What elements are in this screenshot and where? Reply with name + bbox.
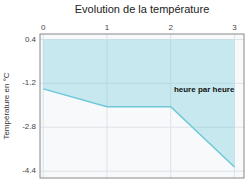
y-grid-line [40, 171, 244, 172]
marks [43, 39, 234, 167]
y-tick-label: 0.4 [25, 35, 37, 44]
x-tick-label: 1 [105, 23, 110, 32]
area [43, 39, 234, 167]
annotation: heure par heure [174, 85, 235, 94]
chart-container: 0.4 -1.2 -2.8 -4.4 0 1 2 3 heure par heure Evolut… [0, 0, 250, 188]
plot-frame [40, 34, 244, 178]
grid [40, 34, 244, 178]
y-tick-label: -2.8 [22, 122, 36, 131]
y-tick-label: -4.4 [22, 166, 36, 175]
x-tick-label: 2 [168, 23, 173, 32]
y-tick-label: -1.2 [22, 78, 36, 87]
x-tick-label: 3 [232, 23, 237, 32]
x-tick-label: 0 [41, 23, 46, 32]
title: Evolution de la température [75, 3, 210, 15]
plot-background [40, 34, 244, 178]
line [43, 89, 234, 167]
y-axis-label: Température en °C [2, 72, 11, 139]
chart-svg: 0.4 -1.2 -2.8 -4.4 0 1 2 3 heure par heure Evolut… [0, 0, 250, 188]
